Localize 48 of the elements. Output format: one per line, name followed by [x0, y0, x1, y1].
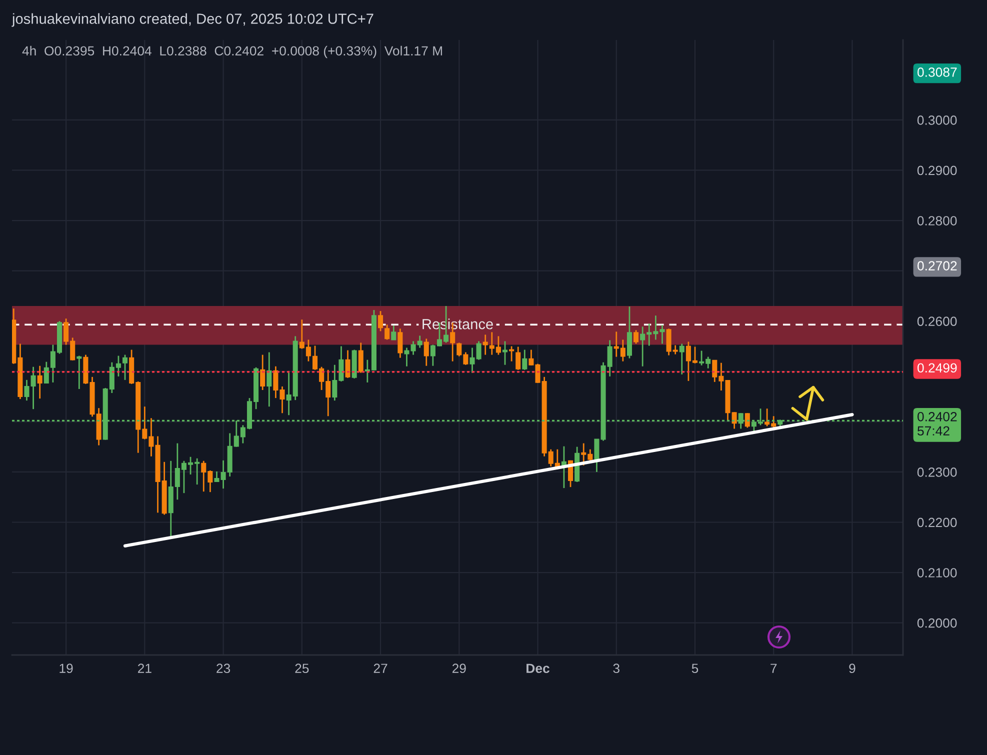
candlestick	[260, 354, 266, 391]
text: 0.2702	[918, 261, 957, 270]
y-tick-label: 0.3000	[917, 116, 957, 125]
candlestick	[502, 340, 508, 366]
x-tick-label: 29	[452, 664, 466, 674]
x-tick-label: 27	[374, 664, 388, 673]
candlestick	[122, 354, 128, 381]
ref-line-label: 0.2402 57:42	[918, 412, 957, 436]
candlestick	[634, 329, 639, 344]
y-tick-label: 0.2200	[917, 518, 957, 528]
candlestick	[679, 343, 684, 376]
text: 0.3087	[918, 68, 957, 77]
y-tick-label: 0.2600	[917, 316, 957, 326]
candlestick	[594, 438, 600, 473]
candlestick	[37, 365, 42, 400]
candlestick	[384, 324, 390, 340]
x-tick-label: 21	[138, 664, 152, 673]
candlestick	[482, 334, 488, 356]
ref-line-label: 0.2499	[918, 363, 957, 373]
y-tick-label: 0.2100	[917, 568, 957, 578]
x-tick-label: 7	[770, 664, 777, 673]
candlestick	[626, 306, 632, 360]
x-tick-label: 25	[295, 664, 309, 674]
candlestick	[516, 346, 521, 371]
y-tick-label: 0.2000	[917, 618, 957, 628]
candlestick	[358, 342, 364, 374]
x-tick-label: 23	[216, 664, 230, 674]
candlestick	[424, 338, 429, 367]
candlestick	[378, 310, 384, 332]
y-tick-label: 0.2800	[917, 216, 957, 226]
candlestick	[404, 347, 410, 368]
chart-title: joshuakevinalviano created, Dec 07, 2025 10:02 UTC+7	[12, 13, 374, 27]
candlestick	[266, 352, 272, 408]
candlestick	[391, 324, 396, 340]
candlestick	[522, 349, 528, 371]
chart-subtitle: 4h O0.2395 H0.2404 L0.2388 C0.2402 +0.0008 (+0.33%) Vol1.17 M	[22, 46, 442, 58]
candlestick	[345, 350, 350, 379]
candlestick	[76, 355, 82, 390]
y-tick-label: 0.2900	[917, 166, 957, 176]
x-tick-label: 9	[849, 664, 856, 674]
x-tick-label: Dec	[526, 664, 550, 674]
candlestick	[398, 328, 403, 359]
candlestick	[744, 412, 750, 428]
y-tick-label: 0.2300	[917, 468, 957, 477]
x-tick-label: 3	[613, 664, 620, 674]
x-tick-label: 5	[692, 664, 698, 674]
candlestick	[509, 346, 514, 362]
x-tick-label: 19	[60, 664, 73, 674]
